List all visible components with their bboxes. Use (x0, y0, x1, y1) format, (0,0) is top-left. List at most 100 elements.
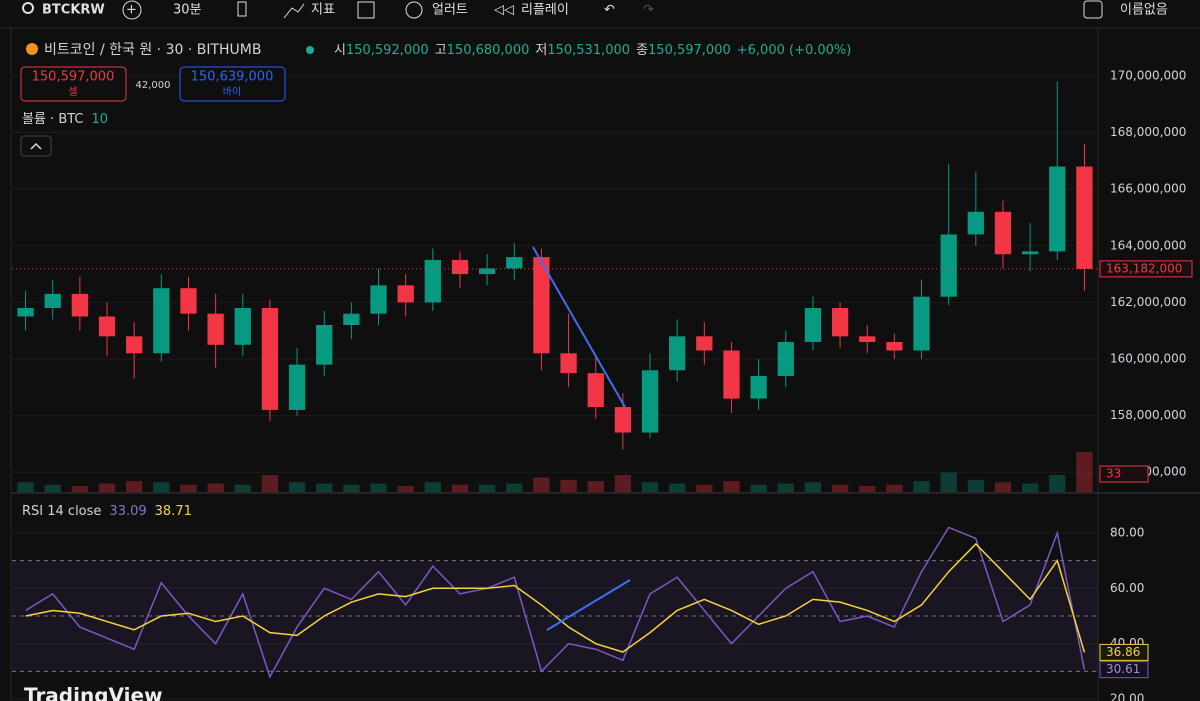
status-dot (306, 46, 314, 54)
volume-bar (1021, 483, 1039, 492)
layout-icon[interactable] (357, 1, 375, 19)
candle-body (831, 308, 849, 337)
sell-button[interactable] (20, 66, 127, 102)
candle-body (478, 268, 496, 275)
label: 종 (636, 43, 648, 58)
volume-bar (343, 484, 360, 492)
candle-body (180, 288, 197, 314)
symbol[interactable]: BTCKRW (42, 3, 105, 18)
replay-icon[interactable]: ◁◁ (494, 3, 514, 18)
trend-line[interactable] (546, 579, 631, 631)
candle-body (533, 257, 550, 354)
rsi-ma-line (25, 542, 1086, 653)
save-icon[interactable] (1083, 0, 1103, 19)
candle-body (1049, 166, 1066, 252)
label: 고 (435, 43, 447, 58)
value: 150,592,000 (346, 43, 429, 58)
toolbar (0, 0, 1200, 22)
volume-bar (940, 472, 957, 492)
redo[interactable]: ↷ (643, 3, 655, 18)
volume-bar (1049, 475, 1066, 492)
rsi-tag: 30.61 (1106, 662, 1140, 676)
alert[interactable]: 얼러트 (432, 3, 468, 18)
candle-body (71, 293, 89, 317)
label: 시 (334, 43, 346, 58)
volume-bar (71, 485, 89, 492)
plot: 156,000,000158,000,000160,000,000162,000… (12, 68, 1193, 701)
y-tick-label: 168,000,000 (1110, 125, 1186, 139)
spread: 42,000 (136, 80, 171, 91)
rsi-ma-tag-box (1099, 643, 1149, 661)
interval[interactable]: 30분 (173, 3, 202, 18)
volume-bar (587, 481, 604, 492)
trend-line[interactable] (532, 246, 626, 408)
collapse-button[interactable] (20, 135, 52, 157)
candle-icon[interactable] (237, 1, 247, 17)
layout-name[interactable]: 이름없음 (1120, 3, 1168, 18)
volume-bar (560, 479, 577, 492)
volume-bar (207, 483, 224, 492)
volume-bar (804, 482, 822, 492)
rsi-value: 33.09 (109, 504, 146, 519)
candle-body (967, 211, 984, 235)
volume-bar (533, 477, 550, 492)
sell-label: 셀 (68, 86, 77, 98)
volume-bar (831, 484, 849, 492)
volume-bar (967, 479, 984, 492)
buy-button[interactable] (179, 66, 286, 102)
undo[interactable]: ↶ (604, 3, 615, 18)
candle-body (153, 288, 170, 354)
rsi-ma-value: 38.71 (155, 504, 192, 519)
candle-body (316, 325, 333, 365)
candle-body (44, 293, 61, 309)
volume-bar (641, 482, 659, 492)
volume-bar (180, 484, 197, 492)
volume-bar (397, 485, 414, 492)
search-icon[interactable] (22, 2, 34, 14)
buy-price: 150,639,000 (191, 70, 274, 85)
indicators[interactable]: 지표 (311, 3, 335, 18)
volume-bar (723, 481, 740, 492)
volume-bar (750, 484, 767, 492)
candle-body (804, 308, 822, 342)
candle-body (696, 336, 713, 351)
volume-bar (44, 484, 61, 492)
candle-body (288, 364, 306, 410)
volume-bar (614, 475, 632, 492)
legend-title: 비트코인 / 한국 원 · 30 · BITHUMB (44, 42, 262, 58)
candle-body (886, 341, 903, 351)
replay[interactable]: 리플레이 (521, 3, 569, 18)
volume-length: 10 (92, 112, 109, 127)
last-price-label: 163,182,000 (1106, 261, 1182, 275)
legend-item: 시150,592,000 고150,680,000 저150,531,000 종150… (334, 43, 851, 58)
candle-body (1021, 251, 1039, 255)
label: 저 (535, 43, 547, 58)
buy-label: 바이 (223, 86, 241, 98)
candle-body (397, 285, 414, 303)
candle-body (98, 316, 116, 337)
indicator-icon[interactable] (283, 3, 305, 19)
volume-legend: 볼륨 · BTC 10 (22, 112, 108, 127)
candle-body (641, 370, 659, 433)
rsi-legend: RSI 14 close 33.09 38.71 (22, 504, 192, 519)
candle-body (506, 257, 523, 269)
rsi-tick-label: 80.00 (1110, 525, 1144, 539)
y-tick-label: 160,000,000 (1110, 351, 1186, 365)
volume-bar (234, 484, 251, 492)
sell-price: 150,597,000 (32, 70, 115, 85)
value: 150,531,000 (547, 43, 630, 58)
change: +6,000 (+0.00%) (737, 43, 852, 58)
volume-bar (153, 482, 170, 492)
y-tick-label: 162,000,000 (1110, 295, 1186, 309)
rsi-line (25, 526, 1086, 679)
y-tick-label: 166,000,000 (1110, 182, 1186, 196)
y-tick-label: 170,000,000 (1110, 68, 1186, 82)
candle-body (451, 259, 469, 275)
candle-body (234, 308, 251, 345)
add-icon[interactable] (122, 0, 142, 20)
plus: + (126, 3, 137, 18)
alert-icon[interactable] (405, 1, 423, 19)
volume-bar (696, 484, 713, 492)
candle-body (17, 308, 34, 317)
